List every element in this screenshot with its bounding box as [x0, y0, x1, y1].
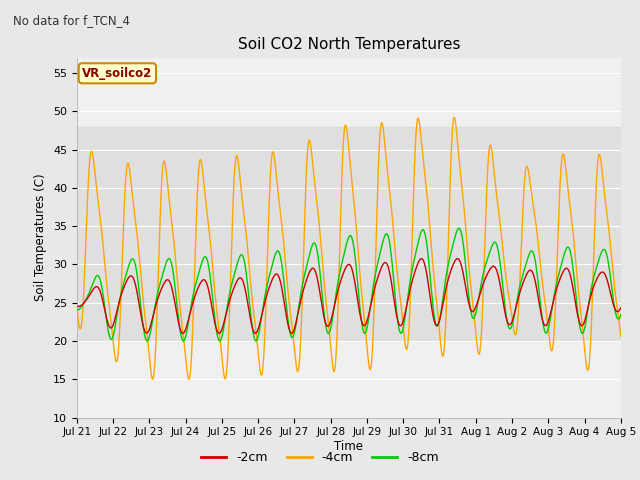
Title: Soil CO2 North Temperatures: Soil CO2 North Temperatures [237, 37, 460, 52]
Bar [77, 127, 621, 341]
X-axis label: Time: Time [334, 440, 364, 453]
Text: No data for f_TCN_4: No data for f_TCN_4 [13, 14, 130, 27]
Legend: -2cm, -4cm, -8cm: -2cm, -4cm, -8cm [196, 446, 444, 469]
Y-axis label: Soil Temperatures (C): Soil Temperatures (C) [35, 174, 47, 301]
Text: VR_soilco2: VR_soilco2 [82, 67, 152, 80]
